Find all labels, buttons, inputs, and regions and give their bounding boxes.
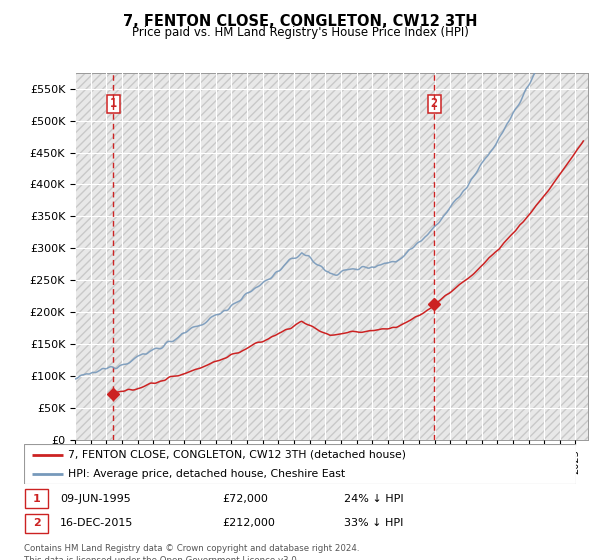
Text: 2: 2 [431,97,437,110]
Text: 09-JUN-1995: 09-JUN-1995 [60,494,131,503]
Text: HPI: Average price, detached house, Cheshire East: HPI: Average price, detached house, Ches… [68,469,345,479]
Text: 7, FENTON CLOSE, CONGLETON, CW12 3TH: 7, FENTON CLOSE, CONGLETON, CW12 3TH [123,14,477,29]
Text: 16-DEC-2015: 16-DEC-2015 [60,519,133,528]
Text: 33% ↓ HPI: 33% ↓ HPI [344,519,404,528]
Text: Price paid vs. HM Land Registry's House Price Index (HPI): Price paid vs. HM Land Registry's House … [131,26,469,39]
Text: £212,000: £212,000 [223,519,275,528]
Bar [25,514,48,533]
Bar [25,489,48,508]
Text: 24% ↓ HPI: 24% ↓ HPI [344,494,404,503]
Text: 7, FENTON CLOSE, CONGLETON, CW12 3TH (detached house): 7, FENTON CLOSE, CONGLETON, CW12 3TH (de… [68,450,406,460]
Text: £72,000: £72,000 [223,494,269,503]
Text: 1: 1 [110,97,117,110]
Text: 1: 1 [33,494,41,503]
Text: 2: 2 [33,519,41,528]
Text: Contains HM Land Registry data © Crown copyright and database right 2024.
This d: Contains HM Land Registry data © Crown c… [24,544,359,560]
